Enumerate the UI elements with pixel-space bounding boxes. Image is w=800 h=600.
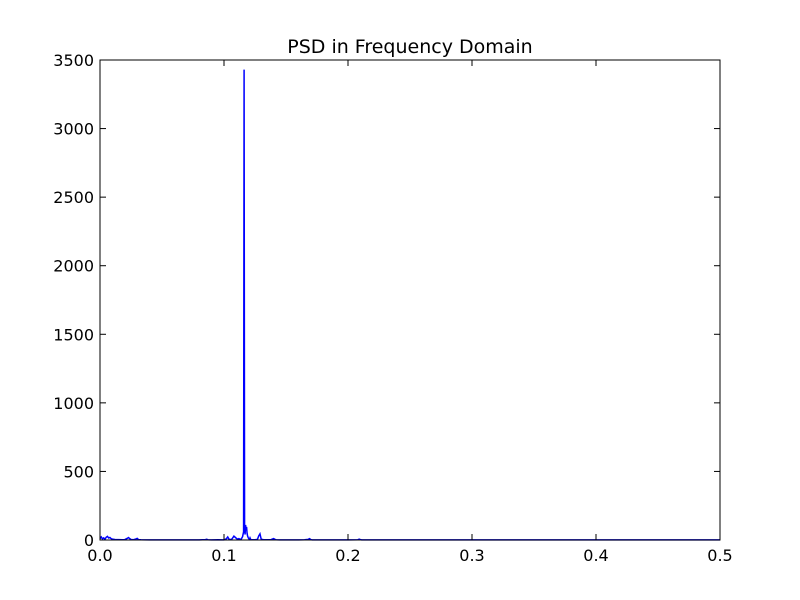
- x-tick-label: 0.3: [459, 546, 484, 565]
- x-tick-label: 0.0: [87, 546, 112, 565]
- y-tick-label: 0: [84, 531, 94, 550]
- y-tick-label: 1500: [53, 325, 94, 344]
- ticks-layer: [99, 59, 721, 541]
- y-tick-label: 3000: [53, 120, 94, 139]
- y-tick-label: 3500: [53, 51, 94, 70]
- plot-frame: [99, 59, 721, 541]
- x-tick-label: 0.2: [335, 546, 360, 565]
- plot-background: [100, 60, 720, 540]
- y-tick-label: 500: [63, 462, 94, 481]
- x-tick-label: 0.4: [583, 546, 608, 565]
- x-tick-label: 0.5: [707, 546, 732, 565]
- y-tick-label: 1000: [53, 394, 94, 413]
- y-tick-label: 2000: [53, 257, 94, 276]
- x-tick-label: 0.1: [211, 546, 236, 565]
- tick-labels-layer: 0.0 0.1 0.2 0.3 0.4 0.5 0 500 1000 1500 2000 2500 30…: [53, 51, 732, 565]
- y-tick-label: 2500: [53, 188, 94, 207]
- chart-title: PSD in Frequency Domain: [287, 36, 532, 58]
